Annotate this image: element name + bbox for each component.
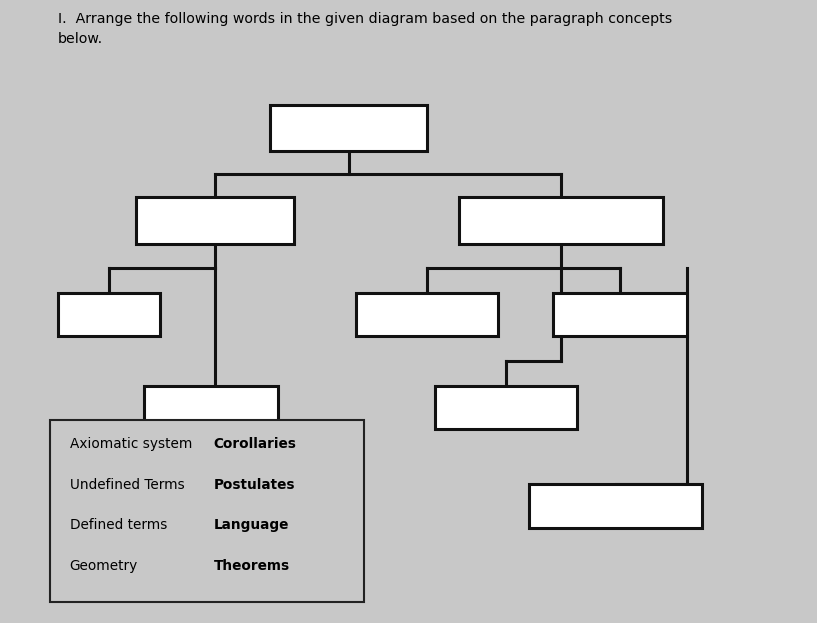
Text: I.  Arrange the following words in the given diagram based on the paragraph conc: I. Arrange the following words in the gi… — [58, 12, 672, 45]
FancyBboxPatch shape — [50, 419, 364, 602]
FancyBboxPatch shape — [58, 293, 160, 336]
FancyBboxPatch shape — [553, 293, 686, 336]
FancyBboxPatch shape — [136, 197, 293, 244]
FancyBboxPatch shape — [356, 293, 498, 336]
FancyBboxPatch shape — [435, 386, 577, 429]
Text: Corollaries: Corollaries — [213, 437, 297, 451]
Text: Axiomatic system: Axiomatic system — [69, 437, 192, 451]
Text: Postulates: Postulates — [213, 478, 295, 492]
Text: Theorems: Theorems — [213, 559, 289, 573]
Text: Defined terms: Defined terms — [69, 518, 167, 532]
FancyBboxPatch shape — [458, 197, 663, 244]
Text: Geometry: Geometry — [69, 559, 138, 573]
Text: Undefined Terms: Undefined Terms — [69, 478, 185, 492]
FancyBboxPatch shape — [270, 105, 427, 151]
FancyBboxPatch shape — [145, 386, 278, 429]
Text: Language: Language — [213, 518, 289, 532]
FancyBboxPatch shape — [529, 485, 703, 528]
